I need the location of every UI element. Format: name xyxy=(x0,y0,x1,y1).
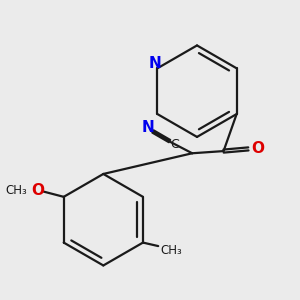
Text: O: O xyxy=(31,183,44,198)
Text: CH₃: CH₃ xyxy=(160,244,182,257)
Text: N: N xyxy=(141,120,154,135)
Text: CH₃: CH₃ xyxy=(5,184,27,197)
Text: O: O xyxy=(251,141,264,156)
Text: N: N xyxy=(149,56,162,70)
Text: C: C xyxy=(170,138,179,151)
